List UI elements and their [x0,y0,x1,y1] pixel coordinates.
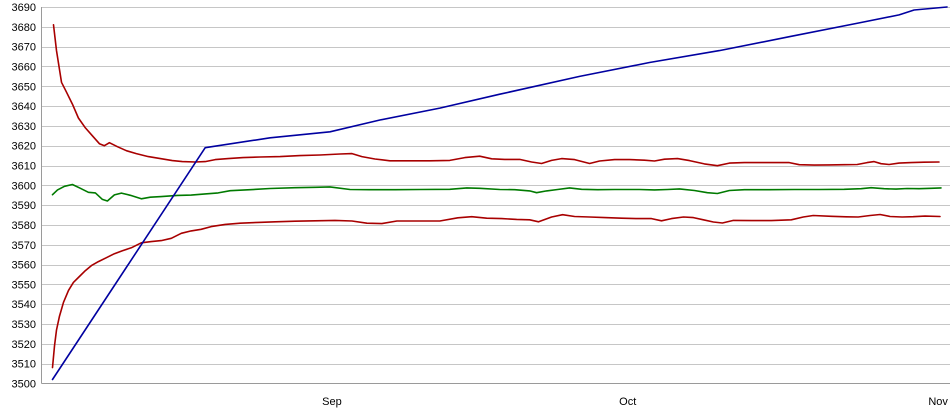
series-line-lower-band-red [51,213,941,369]
y-tick-label: 3690 [12,2,36,14]
y-tick-label: 3520 [12,339,36,351]
y-tick-label: 3650 [12,81,36,93]
y-tick-label: 3600 [12,180,36,192]
x-tick-label-sep: Sep [322,396,342,408]
y-tick-label: 3500 [12,379,36,391]
y-tick-label: 3540 [12,299,36,311]
y-tick-label: 3530 [12,319,36,331]
y-tick-label: 3510 [12,359,36,371]
y-tick-label: 3620 [12,141,36,153]
y-tick-label: 3660 [12,61,36,73]
y-tick-label: 3630 [12,121,36,133]
series-line-upper-band-red [52,23,940,167]
y-tick-label: 3560 [12,260,36,272]
series-line-trend-blue [51,6,948,381]
x-tick-label-oct: Oct [619,396,636,408]
y-tick-label: 3640 [12,101,36,113]
y-tick-label: 3680 [12,22,36,34]
y-tick-label: 3590 [12,200,36,212]
y-tick-label: 3580 [12,220,36,232]
y-tick-label: 3610 [12,161,36,173]
y-tick-label: 3670 [12,42,36,54]
series-line-midline-green [51,183,942,202]
y-tick-label: 3570 [12,240,36,252]
x-tick-label-nov: Nov [928,396,948,408]
y-tick-label: 3550 [12,279,36,291]
